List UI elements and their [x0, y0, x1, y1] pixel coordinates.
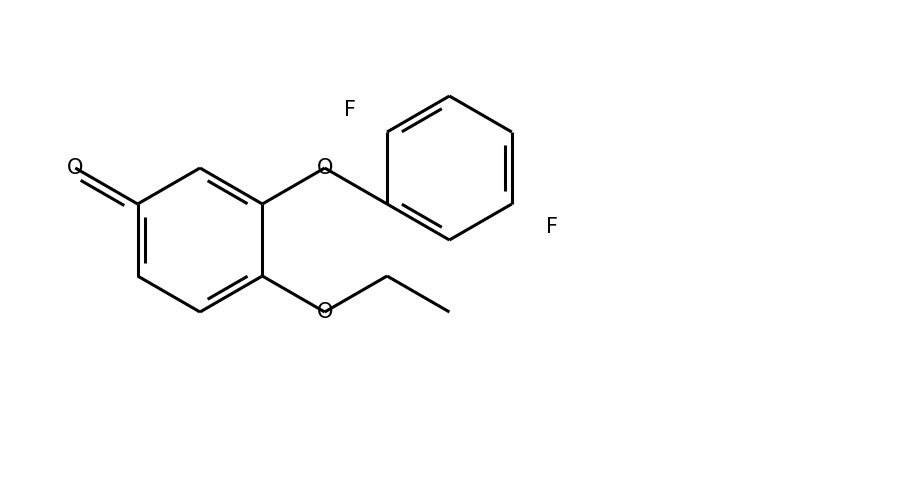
- Text: F: F: [344, 100, 355, 121]
- Text: F: F: [546, 218, 558, 237]
- Text: O: O: [67, 158, 83, 178]
- Text: O: O: [317, 302, 333, 322]
- Text: O: O: [317, 158, 333, 178]
